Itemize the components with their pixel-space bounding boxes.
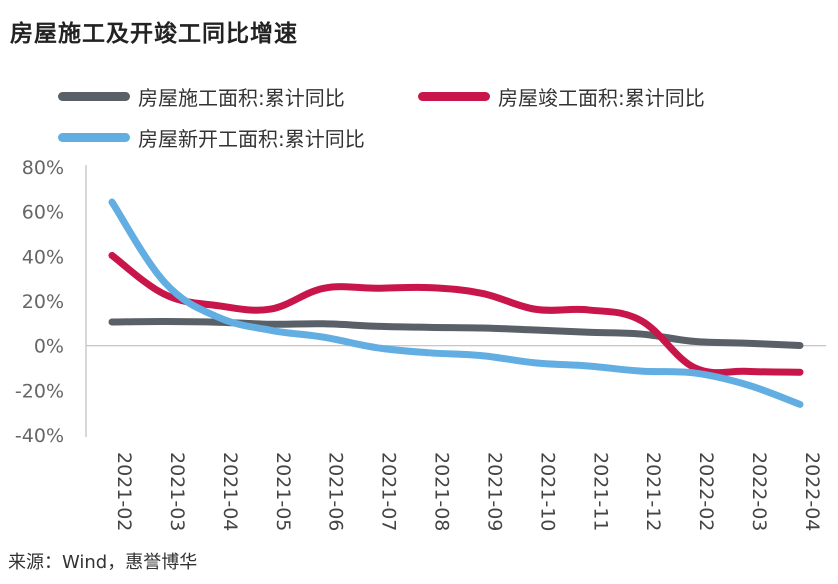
series-lines [108, 198, 804, 408]
x-tick-label: 2021-10 [536, 452, 558, 531]
x-tick-label: 2021-06 [325, 452, 347, 531]
series-line-construction [108, 318, 804, 349]
legend-label-construction: 房屋施工面积:累计同比 [138, 86, 345, 110]
y-axis-labels: 80% 60% 40% 20% 0% -20% -40% [15, 157, 64, 447]
axes [85, 165, 826, 437]
x-tick-label: 2021-03 [166, 452, 188, 531]
y-tick-label: -40% [15, 425, 64, 447]
x-tick-label: 2022-03 [748, 452, 770, 531]
x-tick-label: 2021-08 [431, 452, 453, 531]
chart-title: 房屋施工及开竣工同比增速 [10, 21, 298, 47]
y-tick-label: 0% [34, 336, 64, 358]
series-line-new-starts [108, 198, 804, 408]
legend-label-completion: 房屋竣工面积:累计同比 [498, 86, 705, 110]
x-tick-label: 2021-09 [483, 452, 505, 531]
y-tick-label: 80% [22, 157, 64, 179]
source-note: 来源：Wind，惠誉博华 [8, 552, 198, 573]
legend-item-completion: 房屋竣工面积:累计同比 [418, 82, 705, 111]
series-line-completion [108, 251, 804, 377]
legend-label-new-starts: 房屋新开工面积:累计同比 [138, 127, 365, 151]
x-tick-label: 2021-04 [219, 452, 241, 531]
legend-item-new-starts: 房屋新开工面积:累计同比 [58, 123, 365, 152]
x-tick-label: 2021-05 [272, 452, 294, 531]
x-tick-label: 2022-02 [695, 452, 717, 531]
legend-item-construction: 房屋施工面积:累计同比 [58, 82, 345, 111]
x-tick-label: 2021-07 [378, 452, 400, 531]
legend: 房屋施工面积:累计同比 房屋竣工面积:累计同比 房屋新开工面积:累计同比 [0, 0, 838, 160]
y-tick-label: 20% [22, 291, 64, 313]
legend-swatch-construction [58, 92, 130, 101]
y-tick-label: 40% [22, 246, 64, 268]
y-tick-label: -20% [15, 380, 64, 402]
x-axis-labels: 2021-02 2021-03 2021-04 2021-05 2021-06 2021-… [113, 452, 823, 531]
x-tick-label: 2021-11 [589, 452, 611, 531]
x-tick-label: 2021-12 [642, 452, 664, 531]
legend-swatch-completion [418, 92, 490, 101]
x-tick-label: 2021-02 [113, 452, 135, 531]
x-tick-label: 2022-04 [801, 452, 823, 531]
legend-swatch-new-starts [58, 133, 130, 142]
y-tick-label: 60% [22, 202, 64, 224]
